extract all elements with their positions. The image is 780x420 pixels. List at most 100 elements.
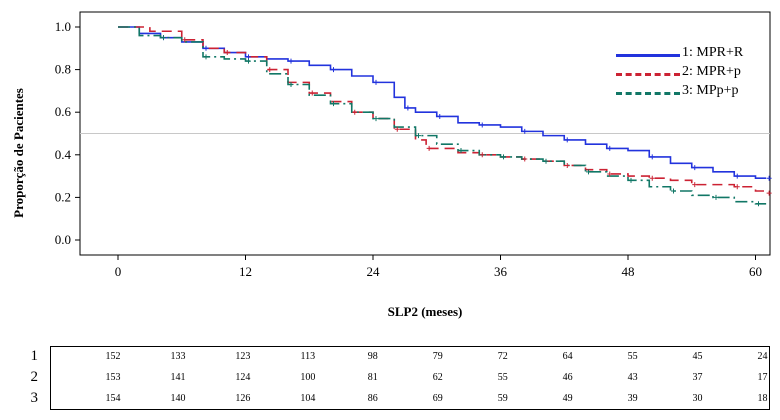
censor-mark-1 [288,58,294,64]
y-tick-label: 0.6 [55,104,72,119]
risk-cell: 79 [432,351,443,362]
risk-cell: 124 [235,372,251,383]
risk-cell: 72 [497,351,508,362]
risk-cell: 141 [170,372,186,383]
risk-cell: 100 [300,372,316,383]
risk-cell: 133 [170,351,186,362]
legend-swatch-1 [616,54,680,57]
censor-mark-1 [331,67,336,73]
censor-mark-2 [766,190,772,196]
censor-mark-1 [522,128,528,134]
y-tick-label: 0.2 [55,189,71,204]
y-tick-label: 0.4 [55,147,72,162]
risk-table-border [50,346,770,410]
censor-mark-1 [203,45,209,51]
censor-mark-1 [649,154,655,160]
censor-mark-3 [416,133,421,139]
risk-row-3: 3 154 140 126 104 86 69 59 49 39 30 18 [31,389,770,410]
censor-mark-1 [607,145,613,151]
censor-mark-2 [607,171,613,177]
censor-mark-2 [649,175,655,181]
censor-mark-2 [394,126,400,132]
censor-mark-2 [522,156,528,162]
risk-cell: 37 [692,372,703,383]
risk-cell: 30 [692,393,703,404]
censor-mark-3 [671,188,676,194]
censor-mark-3 [501,154,506,160]
risk-table: 1 152 133 123 113 98 79 72 64 55 45 24 2 153 141 124 100… [31,346,770,412]
y-tick-label: 0.8 [55,62,71,77]
risk-cell: 45 [692,351,703,362]
censor-mark-1 [734,173,740,179]
censor-mark-3 [246,58,251,64]
censor-mark-1 [564,137,570,143]
series-line-2 [118,26,767,194]
censor-mark-1 [479,122,485,128]
risk-cell: 59 [497,393,508,404]
series-line-3 [118,26,767,205]
censor-mark-2 [224,50,230,56]
legend-item-3: 3: MPp+p [614,83,774,103]
censor-mark-3 [543,158,549,164]
risk-cell: 55 [497,372,508,383]
risk-cell: 43 [627,372,638,383]
risk-cell: 126 [235,393,251,404]
censor-mark-2 [309,90,315,96]
risk-cell: 81 [367,372,378,383]
risk-cell: 140 [170,393,186,404]
risk-cell: 69 [432,393,443,404]
risk-cell: 49 [562,393,573,404]
risk-cell: 152 [105,351,121,362]
risk-cell: 55 [627,351,638,362]
censor-mark-3 [373,116,379,122]
censor-mark-2 [352,109,358,115]
censor-mark-1 [692,165,698,171]
x-tick-label: 36 [494,264,508,279]
y-tick-label: 0.0 [55,232,71,247]
legend-swatch-3 [616,92,680,95]
risk-cell: 104 [300,393,316,404]
x-tick-label: 12 [239,264,252,279]
risk-row-label: 1 [30,348,39,364]
legend: 1: MPR+R 2: MPR+p 3: MPp+p [614,45,774,103]
censor-mark-2 [734,184,740,190]
censor-mark-1 [246,54,251,60]
y-axis-label-container: Proporção de Pacientes [6,48,32,258]
y-axis-label: Proporção de Pacientes [11,88,26,218]
x-axis-label: SLP2 (meses) [387,304,463,319]
legend-item-1: 1: MPR+R [614,45,774,65]
censor-mark-2 [564,162,570,168]
risk-cell: 18 [757,393,768,404]
x-tick-label: 24 [367,264,381,279]
censor-mark-1 [437,113,443,119]
risk-cell: 46 [562,372,573,383]
x-tick-label: 48 [622,264,635,279]
censor-mark-2 [692,182,698,188]
y-tick-label: 1.0 [55,19,71,34]
censor-mark-3 [288,82,294,88]
censor-mark-1 [405,105,411,111]
risk-cell: 39 [627,393,638,404]
risk-cell: 86 [367,393,378,404]
risk-cell: 98 [367,351,378,362]
x-tick-label: 0 [115,264,122,279]
risk-row-label: 3 [30,390,39,406]
censor-mark-3 [586,169,591,175]
legend-label-1: 1: MPR+R [682,45,744,60]
censor-mark-2 [267,67,273,73]
legend-label-2: 2: MPR+p [682,64,741,79]
legend-label-3: 3: MPp+p [682,83,739,98]
risk-cell: 62 [432,372,443,383]
censor-mark-2 [426,145,432,151]
censor-mark-3 [756,201,761,207]
censor-mark-3 [203,54,209,60]
censor-mark-3 [628,177,634,183]
x-tick-label: 60 [749,264,762,279]
risk-cell: 153 [105,372,121,383]
risk-cell: 64 [562,351,573,362]
censor-mark-3 [161,35,166,41]
risk-cell: 123 [235,351,251,362]
risk-row-2: 2 153 141 124 100 81 62 55 46 43 37 17 [31,368,770,389]
censor-mark-3 [331,101,336,107]
censor-mark-2 [182,37,188,43]
